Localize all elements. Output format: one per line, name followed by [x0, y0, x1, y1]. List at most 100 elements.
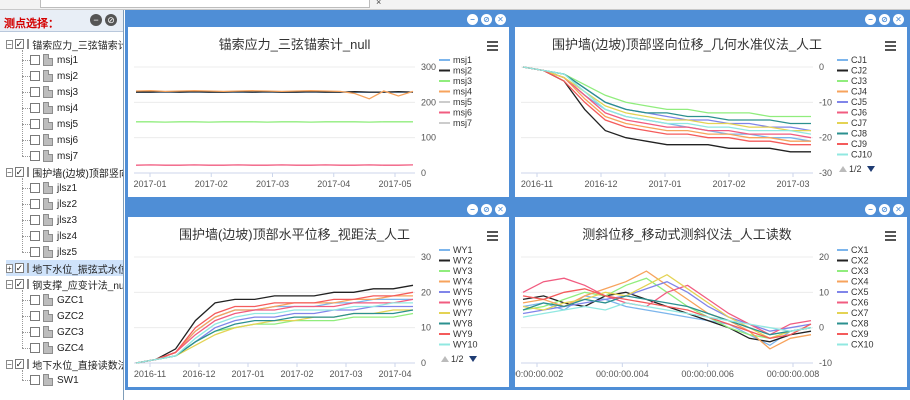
collapse-icon[interactable]: −: [90, 14, 102, 26]
tree-item[interactable]: GZC4: [30, 340, 84, 356]
close-icon[interactable]: ×: [376, 0, 382, 7]
collapse-toggle-icon[interactable]: −: [6, 279, 13, 289]
legend-next-arrow-icon[interactable]: [469, 356, 477, 362]
series-line-CX5[interactable]: [522, 280, 812, 332]
chart-menu-icon[interactable]: [885, 41, 896, 51]
chart-menu-icon[interactable]: [487, 41, 498, 51]
legend-item[interactable]: msj5: [453, 97, 472, 107]
tree-item[interactable]: jlsz5: [30, 244, 77, 260]
legend-prev-arrow-icon[interactable]: [441, 356, 449, 362]
tree-item[interactable]: jlsz1: [30, 180, 77, 196]
legend-item[interactable]: CX4: [851, 277, 869, 287]
legend-item[interactable]: msj7: [453, 118, 472, 128]
legend-prev-arrow-icon[interactable]: [839, 166, 847, 172]
group-checkbox[interactable]: ✓: [14, 167, 25, 177]
legend-item[interactable]: WY10: [453, 340, 478, 350]
item-checkbox[interactable]: [30, 231, 40, 241]
tree-group-2[interactable]: +✓ 地下水位_振弦式水位计: [6, 260, 123, 276]
series-line-WY10[interactable]: [135, 302, 413, 364]
item-checkbox[interactable]: [30, 327, 40, 337]
series-line-CJ8[interactable]: [522, 66, 811, 125]
legend-item[interactable]: CX8: [851, 319, 869, 329]
restore-icon[interactable]: ⊘: [879, 204, 890, 215]
item-checkbox[interactable]: [30, 71, 40, 81]
series-line-msj4[interactable]: [135, 90, 414, 100]
series-line-CX10[interactable]: [522, 302, 812, 332]
tree-item[interactable]: msj2: [30, 68, 78, 84]
item-checkbox[interactable]: [30, 295, 40, 305]
tree-item[interactable]: msj5: [30, 116, 78, 132]
collapse-toggle-icon[interactable]: −: [6, 167, 13, 177]
legend-item[interactable]: CJ3: [851, 76, 867, 86]
tree-item[interactable]: jlsz2: [30, 196, 77, 212]
close-icon[interactable]: ✕: [893, 14, 904, 25]
close-icon[interactable]: ✕: [495, 204, 506, 215]
item-checkbox[interactable]: [30, 343, 40, 353]
tree-group-1[interactable]: −✓ 围护墙(边坡)顶部竖向位移_几何水准仪法_人工: [6, 164, 123, 180]
legend-item[interactable]: msj3: [453, 76, 472, 86]
restore-icon[interactable]: ⊘: [481, 204, 492, 215]
close-icon[interactable]: ⊘: [105, 14, 117, 26]
legend-item[interactable]: CX7: [851, 308, 869, 318]
series-line-CX7[interactable]: [522, 273, 812, 340]
item-checkbox[interactable]: [30, 103, 40, 113]
series-line-CX6[interactable]: [522, 277, 812, 336]
group-checkbox[interactable]: ✓: [14, 39, 25, 49]
legend-item[interactable]: CJ4: [851, 87, 867, 97]
item-checkbox[interactable]: [30, 55, 40, 65]
tree-item[interactable]: GZC1: [30, 292, 84, 308]
collapse-icon[interactable]: −: [865, 14, 876, 25]
legend-item[interactable]: CX10: [851, 340, 874, 350]
series-line-CJ2[interactable]: [522, 66, 811, 153]
legend-item[interactable]: msj1: [453, 55, 472, 65]
restore-icon[interactable]: ⊘: [481, 14, 492, 25]
series-line-CJ10[interactable]: [522, 66, 812, 135]
legend-item[interactable]: CX6: [851, 298, 869, 308]
legend-item[interactable]: CX2: [851, 256, 869, 266]
legend-item[interactable]: msj4: [453, 87, 472, 97]
legend-item[interactable]: CX9: [851, 329, 869, 339]
legend-item[interactable]: CJ1: [851, 55, 867, 65]
series-line-CX8[interactable]: [522, 295, 812, 336]
group-checkbox[interactable]: ✓: [14, 359, 25, 369]
item-checkbox[interactable]: [30, 151, 40, 161]
legend-item[interactable]: CJ9: [851, 139, 867, 149]
group-checkbox[interactable]: ✓: [14, 279, 25, 289]
legend-item[interactable]: WY4: [453, 277, 473, 287]
series-line-CJ4[interactable]: [522, 66, 811, 142]
item-checkbox[interactable]: [30, 247, 40, 257]
legend-item[interactable]: WY5: [453, 287, 473, 297]
series-line-WY2[interactable]: [135, 284, 414, 364]
collapse-toggle-icon[interactable]: −: [6, 39, 13, 49]
legend-item[interactable]: msj6: [453, 108, 472, 118]
legend-item[interactable]: CJ10: [851, 150, 872, 160]
series-line-CX4[interactable]: [522, 270, 812, 350]
series-line-CX9[interactable]: [522, 288, 812, 339]
legend-item[interactable]: CX3: [851, 266, 869, 276]
item-checkbox[interactable]: [30, 375, 40, 385]
collapse-icon[interactable]: −: [467, 14, 478, 25]
close-icon[interactable]: ✕: [495, 14, 506, 25]
tree-item[interactable]: msj7: [30, 148, 78, 164]
legend-item[interactable]: CJ2: [851, 66, 867, 76]
tree-item[interactable]: msj1: [30, 52, 78, 68]
item-checkbox[interactable]: [30, 135, 40, 145]
restore-icon[interactable]: ⊘: [879, 14, 890, 25]
group-checkbox[interactable]: ✓: [14, 263, 25, 273]
expand-toggle-icon[interactable]: +: [6, 263, 13, 273]
tree-item[interactable]: GZC3: [30, 324, 84, 340]
item-checkbox[interactable]: [30, 199, 40, 209]
legend-item[interactable]: WY2: [453, 256, 473, 266]
legend-next-arrow-icon[interactable]: [867, 166, 875, 172]
tree-group-0[interactable]: −✓ 锚索应力_三弦锚索计_null: [6, 36, 123, 52]
series-line-WY9[interactable]: [135, 291, 414, 364]
series-line-CJ3[interactable]: [522, 66, 811, 118]
collapse-icon[interactable]: −: [865, 204, 876, 215]
tree-group-3[interactable]: − ✓ 钢支撑_应变计法_null: [6, 276, 123, 292]
tree-item[interactable]: jlsz4: [30, 228, 77, 244]
legend-item[interactable]: CJ5: [851, 97, 867, 107]
legend-item[interactable]: WY3: [453, 266, 473, 276]
legend-item[interactable]: CJ6: [851, 108, 867, 118]
tree-item[interactable]: jlsz3: [30, 212, 77, 228]
series-line-WY8[interactable]: [135, 309, 414, 364]
